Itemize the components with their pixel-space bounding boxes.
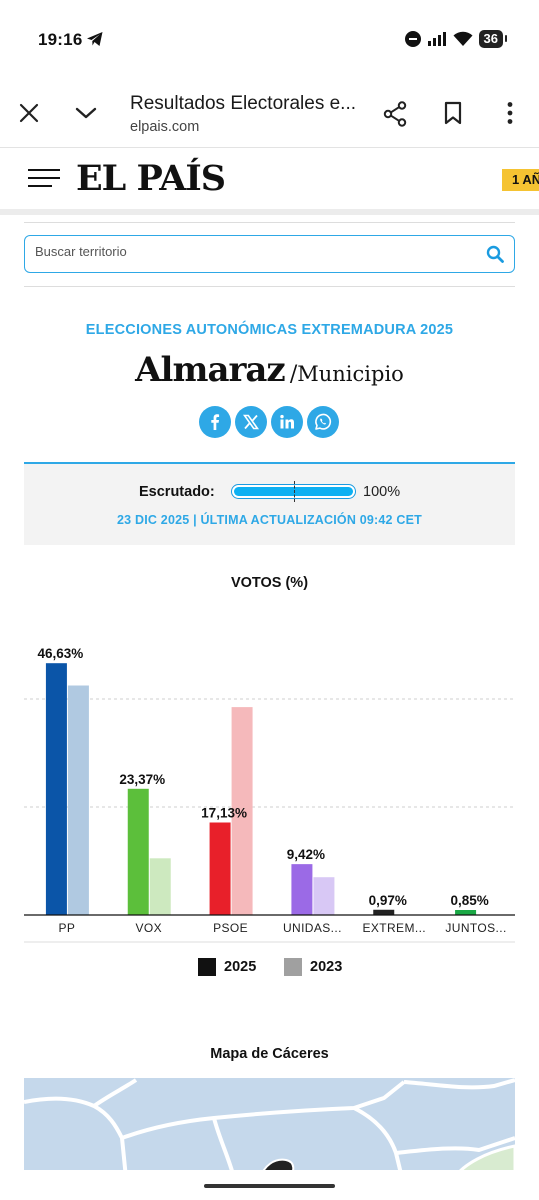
bar-2023[interactable] xyxy=(231,707,253,915)
election-kicker[interactable]: ELECCIONES AUTONÓMICAS EXTREMADURA 2025 xyxy=(85,322,454,338)
chart-title: VOTOS (%) xyxy=(230,575,309,591)
data-label: 9,42% xyxy=(287,847,325,862)
promo-badge[interactable]: 1 AÑ xyxy=(502,169,539,191)
place-name: Almaraz xyxy=(135,350,286,390)
data-label: 0,85% xyxy=(450,893,488,908)
scrutiny-progress-bar xyxy=(231,481,356,502)
legend-swatch-2025 xyxy=(198,958,216,976)
search-box[interactable] xyxy=(24,235,515,273)
scrutiny-marker xyxy=(294,481,295,502)
el-pais-logo[interactable]: EL PAÍS xyxy=(76,158,226,199)
bar-2025[interactable] xyxy=(45,663,67,915)
bar-2025[interactable] xyxy=(127,788,149,915)
bookmark-icon[interactable] xyxy=(443,101,463,125)
wifi-icon xyxy=(453,31,473,46)
facebook-icon[interactable] xyxy=(199,406,231,438)
x-icon[interactable] xyxy=(235,406,267,438)
data-label: 46,63% xyxy=(38,646,84,661)
data-label: 0,97% xyxy=(369,893,407,908)
scrutiny-percent: 100% xyxy=(363,484,401,500)
province-map[interactable] xyxy=(24,1078,515,1178)
header-divider xyxy=(0,209,539,215)
more-icon[interactable] xyxy=(503,101,517,125)
dnd-icon xyxy=(404,31,421,47)
chevron-down-icon[interactable] xyxy=(74,104,98,122)
close-icon[interactable] xyxy=(18,102,40,124)
signal-icon xyxy=(427,32,446,46)
legend-item-2025: 2025 xyxy=(198,958,256,976)
browser-toolbar: Resultados Electorales e... elpais.com xyxy=(0,80,539,148)
legend-label: 2025 xyxy=(224,959,257,975)
legend-label: 2023 xyxy=(310,959,343,975)
category-label: PP xyxy=(59,921,76,935)
data-label: 17,13% xyxy=(201,805,247,820)
linkedin-icon[interactable] xyxy=(271,406,303,438)
category-label: PSOE xyxy=(213,921,248,935)
status-time: 19:16 xyxy=(38,30,83,49)
bar-2025[interactable] xyxy=(455,910,477,915)
bar-2025[interactable] xyxy=(291,864,313,915)
share-icon[interactable] xyxy=(383,101,407,127)
bar-2025[interactable] xyxy=(373,909,395,915)
telegram-icon xyxy=(87,32,103,46)
system-nav-bar xyxy=(0,1170,539,1200)
browser-url[interactable]: elpais.com xyxy=(130,119,200,135)
votes-bar-chart: 46,63% PP 23,37% VOX 17,13% PSOE 9,42% UNIDAS..… xyxy=(24,646,515,943)
map-svg xyxy=(24,1078,515,1178)
home-gesture-handle[interactable] xyxy=(204,1184,335,1188)
status-bar: 19:16 36 xyxy=(0,0,539,80)
search-icon[interactable] xyxy=(486,245,504,263)
scrutiny-progress-fill xyxy=(234,487,353,496)
bar-2023[interactable] xyxy=(149,858,171,915)
category-label: JUNTOS... xyxy=(445,921,506,935)
battery-icon: 36 xyxy=(478,30,508,48)
search-input[interactable] xyxy=(35,244,475,259)
divider xyxy=(24,286,515,287)
data-label: 23,37% xyxy=(119,772,165,787)
title-separator: / xyxy=(289,362,298,387)
category-label: EXTREM... xyxy=(362,921,426,935)
status-icons: 36 xyxy=(404,30,508,48)
category-label: UNIDAS... xyxy=(283,921,342,935)
legend-swatch-2023 xyxy=(284,958,302,976)
map-title: Mapa de Cáceres xyxy=(210,1046,329,1062)
bar-2023[interactable] xyxy=(67,685,89,916)
bar-2023[interactable] xyxy=(313,877,335,915)
menu-icon[interactable] xyxy=(28,169,60,189)
place-type: Municipio xyxy=(297,362,404,386)
divider xyxy=(24,222,515,223)
browser-page-title[interactable]: Resultados Electorales e... xyxy=(130,93,357,114)
whatsapp-icon[interactable] xyxy=(307,406,339,438)
site-header: EL PAÍS 1 AÑ xyxy=(0,149,539,211)
last-update: 23 DIC 2025 | ÚLTIMA ACTUALIZACIÓN 09:42… xyxy=(117,513,422,527)
bar-2025[interactable] xyxy=(209,822,231,915)
scrutiny-panel: Escrutado: 100% 23 DIC 2025 | ÚLTIMA ACT… xyxy=(24,462,515,545)
category-label: VOX xyxy=(135,921,162,935)
scrutiny-label: Escrutado: xyxy=(139,484,215,500)
legend-item-2023: 2023 xyxy=(284,958,342,976)
page-title: Almaraz /Municipio xyxy=(0,350,539,390)
